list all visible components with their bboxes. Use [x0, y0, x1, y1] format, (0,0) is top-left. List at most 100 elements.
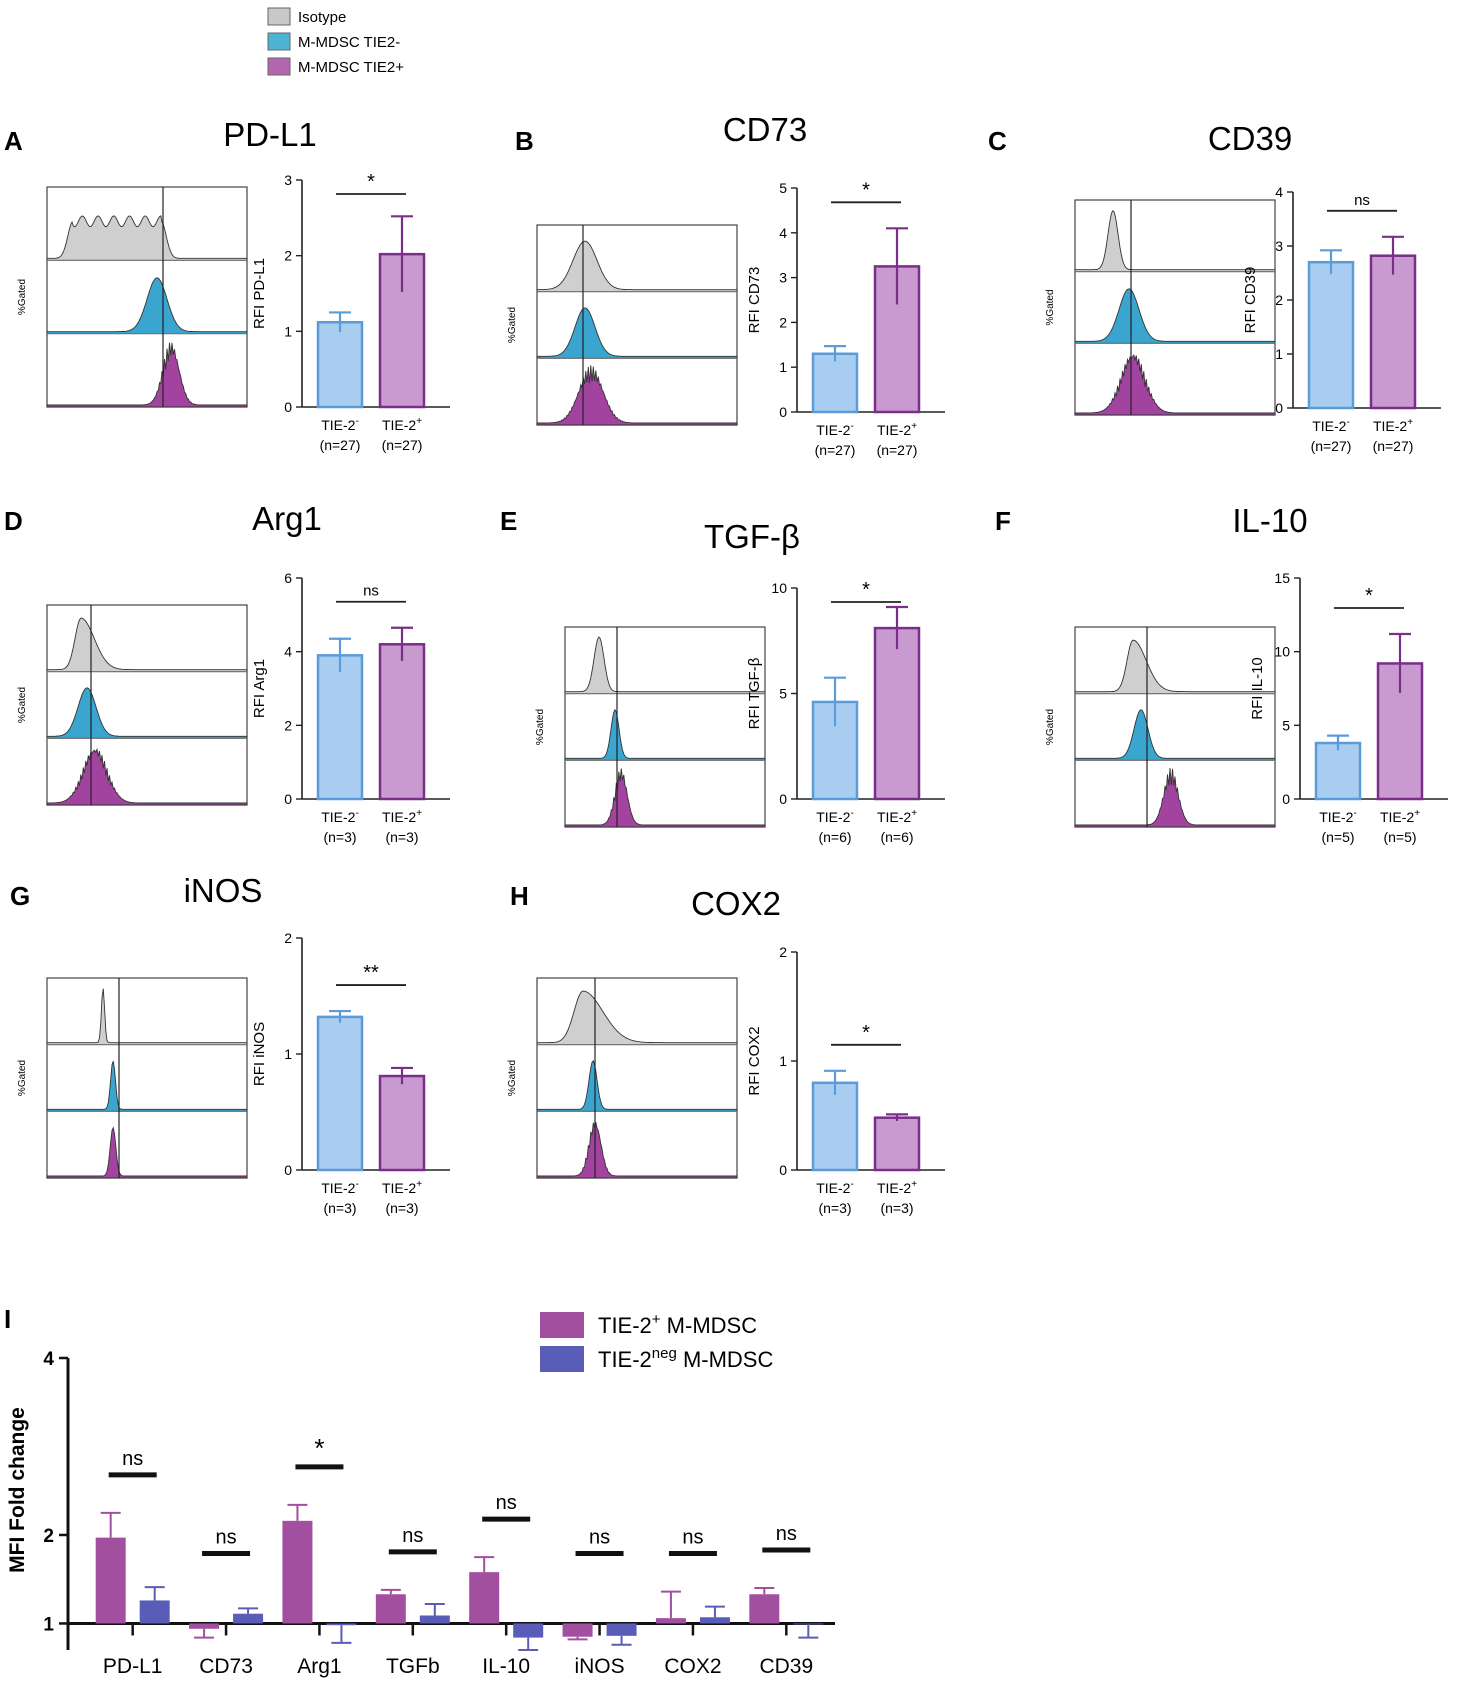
- histogram-trace-tie2neg: [1074, 709, 1276, 761]
- panel-title-d: Arg1: [252, 500, 322, 537]
- y-axis-label: RFI COX2: [746, 1026, 763, 1095]
- panel-letter-b: B: [515, 126, 534, 156]
- x-tick-sample-size: (n=27): [320, 437, 361, 453]
- y-tick-label: 0: [779, 404, 787, 420]
- y-tick-label: 2: [284, 248, 292, 264]
- histogram-y-label: %Gated: [17, 687, 28, 723]
- significance-label: *: [862, 179, 870, 201]
- y-tick-label: 2: [43, 1526, 54, 1547]
- x-tick-label: CD73: [199, 1655, 253, 1678]
- significance-label: ns: [496, 1492, 517, 1514]
- histogram-trace-isotype: [1074, 639, 1276, 695]
- x-tick-sample-size: (n=27): [815, 442, 856, 458]
- x-tick-sample-size: (n=3): [323, 829, 356, 845]
- y-tick-label: 4: [779, 225, 787, 241]
- bar-tie2neg: [513, 1623, 544, 1638]
- histogram-trace-tie2pos: [564, 768, 766, 828]
- bar-tie2neg: [1307, 260, 1355, 410]
- panel-letter-e: E: [500, 506, 517, 536]
- x-tick-sample-size: (n=3): [818, 1200, 851, 1216]
- bar-chart-h: 0 1 2 RFI COX2 TIE-2- (n=3) TIE-2+ (n=3) *: [746, 944, 945, 1216]
- x-tick-sample-size: (n=5): [1321, 829, 1354, 845]
- histogram-trace-isotype: [564, 636, 766, 695]
- bar-tie2pos: [655, 1618, 686, 1624]
- x-tick-sample-size: (n=6): [818, 829, 851, 845]
- y-tick-label: 0: [1275, 400, 1283, 416]
- bar-tie2pos: [378, 1074, 426, 1172]
- histogram-trace-tie2neg: [46, 1060, 248, 1112]
- y-tick-label: 2: [779, 944, 787, 960]
- top-legend: Isotype M-MDSC TIE2- M-MDSC TIE2+: [267, 7, 404, 76]
- bar-tie2neg: [316, 321, 364, 409]
- bar-tie2pos: [282, 1520, 313, 1624]
- bar-tie2neg: [316, 654, 364, 801]
- bar-chart-a: 0 1 2 3 RFI PD-L1 TIE-2- (n=27) TIE-2+ (n=27) *: [251, 171, 450, 453]
- histogram-trace-tie2pos: [536, 365, 738, 426]
- x-tick-label: TIE-2-: [321, 808, 359, 825]
- panel-i-legend: TIE-2+ M-MDSC TIE-2neg M-MDSC: [540, 1311, 773, 1372]
- x-tick-sample-size: (n=27): [1311, 438, 1352, 454]
- x-tick-label: TIE-2-: [321, 1179, 359, 1196]
- histogram-e: %Gated: [535, 626, 766, 828]
- panel-title-a: PD-L1: [223, 116, 317, 153]
- significance-label: ns: [1354, 192, 1370, 209]
- y-tick-label: 10: [1274, 644, 1290, 660]
- y-axis-label: RFI PD-L1: [251, 258, 268, 329]
- histogram-trace-tie2neg: [536, 307, 738, 359]
- significance-label: ns: [402, 1525, 423, 1547]
- bar-tie2neg: [606, 1623, 637, 1636]
- y-tick-label: 2: [284, 930, 292, 946]
- significance-label: ns: [776, 1523, 797, 1545]
- y-tick-label: 0: [779, 1162, 787, 1178]
- x-tick-label: TIE-2-: [1312, 417, 1350, 434]
- bar-tie2pos: [562, 1623, 593, 1637]
- x-tick-label: iNOS: [574, 1655, 624, 1678]
- y-tick-label: 2: [284, 717, 292, 733]
- histogram-trace-tie2pos: [46, 747, 248, 806]
- bar-tie2pos: [1369, 254, 1417, 410]
- x-tick-sample-size: (n=3): [880, 1200, 913, 1216]
- significance-label: *: [862, 1022, 870, 1044]
- x-tick-label: COX2: [664, 1655, 721, 1678]
- y-tick-label: 10: [771, 580, 787, 596]
- histogram-trace-tie2neg: [564, 708, 766, 761]
- bar-tie2pos: [469, 1572, 500, 1624]
- legend-label-isotype: Isotype: [298, 9, 346, 26]
- significance-label: ns: [682, 1526, 703, 1548]
- bar-tie2neg: [316, 1015, 364, 1172]
- bar-tie2pos: [873, 626, 921, 801]
- y-tick-label: 5: [779, 686, 787, 702]
- x-tick-label: PD-L1: [103, 1655, 163, 1678]
- bar-tie2neg: [419, 1615, 450, 1624]
- bar-tie2neg: [139, 1600, 170, 1624]
- x-tick-label: TGFb: [386, 1655, 440, 1678]
- panel-title-e: TGF-β: [704, 518, 800, 555]
- y-tick-label: 15: [1274, 570, 1290, 586]
- histogram-trace-isotype: [46, 988, 248, 1046]
- x-tick-label: TIE-2+: [877, 421, 917, 438]
- bar-tie2pos: [378, 643, 426, 801]
- histogram-f: %Gated: [1045, 626, 1276, 828]
- panel-letter-h: H: [510, 881, 529, 911]
- histogram-d: %Gated: [17, 604, 248, 806]
- bar-chart-e: 0 5 10 RFI TGF-β TIE-2- (n=6) TIE-2+ (n=6) *: [746, 579, 945, 845]
- panel-letter-f: F: [995, 506, 1011, 536]
- y-tick-label: 0: [284, 791, 292, 807]
- x-tick-label: TIE-2-: [816, 1179, 854, 1196]
- histogram-trace-tie2pos: [1074, 767, 1276, 828]
- y-tick-label: 4: [1275, 184, 1283, 200]
- histogram-y-label: %Gated: [17, 1060, 28, 1096]
- panel-letter-a: A: [4, 126, 23, 156]
- histogram-h: %Gated: [507, 977, 738, 1179]
- x-tick-sample-size: (n=3): [385, 1200, 418, 1216]
- legend-label-tie2neg: M-MDSC TIE2-: [298, 34, 400, 51]
- x-tick-label: TIE-2+: [877, 808, 917, 825]
- legend-swatch-isotype: [267, 7, 291, 26]
- x-tick-sample-size: (n=3): [323, 1200, 356, 1216]
- y-tick-label: 0: [284, 399, 292, 415]
- legend-swatch-tie2pos: [540, 1312, 584, 1338]
- bar-chart-d: 0 2 4 6 RFI Arg1 TIE-2- (n=3) TIE-2+ (n=3) ns: [251, 570, 450, 845]
- significance-label: **: [363, 962, 379, 984]
- y-axis-label: RFI IL-10: [1249, 657, 1266, 720]
